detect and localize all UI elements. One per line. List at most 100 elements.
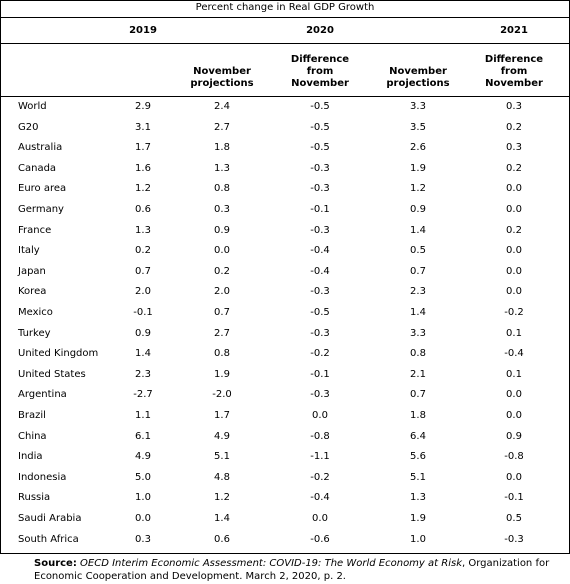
- column-header: November projections: [386, 66, 450, 89]
- cell: 1.9: [214, 368, 230, 380]
- cell: 2.3: [410, 286, 426, 298]
- cell: 1.2: [135, 183, 151, 195]
- cell: 2.7: [214, 121, 230, 133]
- cell: 0.2: [506, 224, 522, 236]
- cell: 0.5: [410, 245, 426, 257]
- cell: 0.0: [214, 245, 230, 257]
- cell: 1.4: [410, 307, 426, 318]
- cell: -0.5: [310, 142, 330, 154]
- cell: -1.1: [310, 451, 330, 463]
- source-rest: , Organization for Economic Cooperation …: [34, 558, 550, 582]
- cell: 1.9: [410, 513, 426, 524]
- cell: 0.5: [506, 513, 522, 524]
- cell: -2.0: [212, 389, 232, 401]
- cell: 0.8: [214, 348, 230, 360]
- cell: 1.4: [135, 348, 151, 360]
- cell: 3.3: [410, 327, 426, 339]
- row-label: United Kingdom: [18, 348, 99, 360]
- row-label: Russia: [18, 492, 51, 504]
- cell: 5.6: [410, 451, 426, 463]
- cell: 0.3: [506, 101, 522, 112]
- cell: 0.8: [214, 183, 230, 195]
- cell: -0.5: [310, 121, 330, 133]
- cell: -0.1: [310, 368, 330, 380]
- rule: [0, 96, 570, 97]
- cell: 4.8: [214, 471, 230, 483]
- row-label: Brazil: [18, 410, 46, 421]
- year-header: 2020: [306, 25, 334, 36]
- cell: 2.7: [214, 327, 230, 339]
- cell: 2.6: [410, 142, 426, 154]
- cell: 1.2: [410, 183, 426, 195]
- cell: 4.9: [135, 451, 151, 463]
- cell: 1.2: [214, 492, 230, 504]
- cell: 1.4: [410, 224, 426, 236]
- cell: -0.4: [310, 265, 330, 277]
- cell: 3.5: [410, 121, 426, 133]
- cell: 4.9: [214, 430, 230, 442]
- cell: -0.5: [310, 101, 330, 112]
- row-label: Canada: [18, 162, 57, 174]
- cell: 1.8: [410, 410, 426, 421]
- cell: 0.9: [506, 430, 522, 442]
- cell: 3.1: [135, 121, 151, 133]
- cell: -0.3: [310, 286, 330, 298]
- cell: -0.4: [310, 245, 330, 257]
- cell: 1.4: [214, 513, 230, 524]
- row-label: Mexico: [18, 307, 53, 318]
- rule: [0, 43, 570, 44]
- cell: 2.1: [410, 368, 426, 380]
- cell: -0.4: [504, 348, 524, 360]
- cell: 0.0: [312, 410, 328, 421]
- row-label: World: [18, 101, 47, 112]
- row-label: Euro area: [18, 183, 67, 195]
- row-label: Italy: [18, 245, 40, 257]
- cell: 1.3: [135, 224, 151, 236]
- cell: 0.2: [214, 265, 230, 277]
- cell: -0.1: [504, 492, 524, 504]
- row-label: Indonesia: [18, 471, 67, 483]
- row-label: South Africa: [18, 533, 79, 545]
- cell: 2.0: [135, 286, 151, 298]
- cell: 0.3: [214, 204, 230, 215]
- cell: -0.2: [504, 307, 524, 318]
- cell: 6.4: [410, 430, 426, 442]
- cell: 0.0: [135, 513, 151, 524]
- cell: -0.3: [310, 183, 330, 195]
- cell: 0.0: [506, 265, 522, 277]
- row-label: Australia: [18, 142, 63, 154]
- cell: 0.9: [214, 224, 230, 236]
- cell: -0.3: [310, 389, 330, 401]
- cell: 0.0: [506, 286, 522, 298]
- cell: 0.7: [135, 265, 151, 277]
- row-label: India: [18, 451, 43, 463]
- cell: -0.1: [310, 204, 330, 215]
- cell: 1.3: [410, 492, 426, 504]
- cell: 0.1: [506, 327, 522, 339]
- row-label: Argentina: [18, 389, 67, 401]
- cell: -0.3: [504, 533, 524, 545]
- cell: -2.7: [133, 389, 153, 401]
- column-header: Difference from November: [290, 54, 350, 89]
- cell: -0.2: [310, 471, 330, 483]
- cell: 0.2: [506, 162, 522, 174]
- cell: -0.8: [504, 451, 524, 463]
- year-header: 2021: [500, 25, 528, 36]
- cell: -0.2: [310, 348, 330, 360]
- cell: 0.3: [135, 533, 151, 545]
- cell: 0.6: [135, 204, 151, 215]
- column-header: November projections: [190, 66, 254, 89]
- cell: 5.1: [410, 471, 426, 483]
- row-label: United States: [18, 368, 86, 380]
- cell: 0.2: [135, 245, 151, 257]
- cell: 1.9: [410, 162, 426, 174]
- cell: -0.3: [310, 162, 330, 174]
- cell: 0.2: [506, 121, 522, 133]
- table-title: Percent change in Real GDP Growth: [195, 2, 375, 13]
- cell: 1.1: [135, 410, 151, 421]
- cell: 5.0: [135, 471, 151, 483]
- cell: -0.4: [310, 492, 330, 504]
- row-label: China: [18, 430, 47, 442]
- cell: 0.0: [312, 513, 328, 524]
